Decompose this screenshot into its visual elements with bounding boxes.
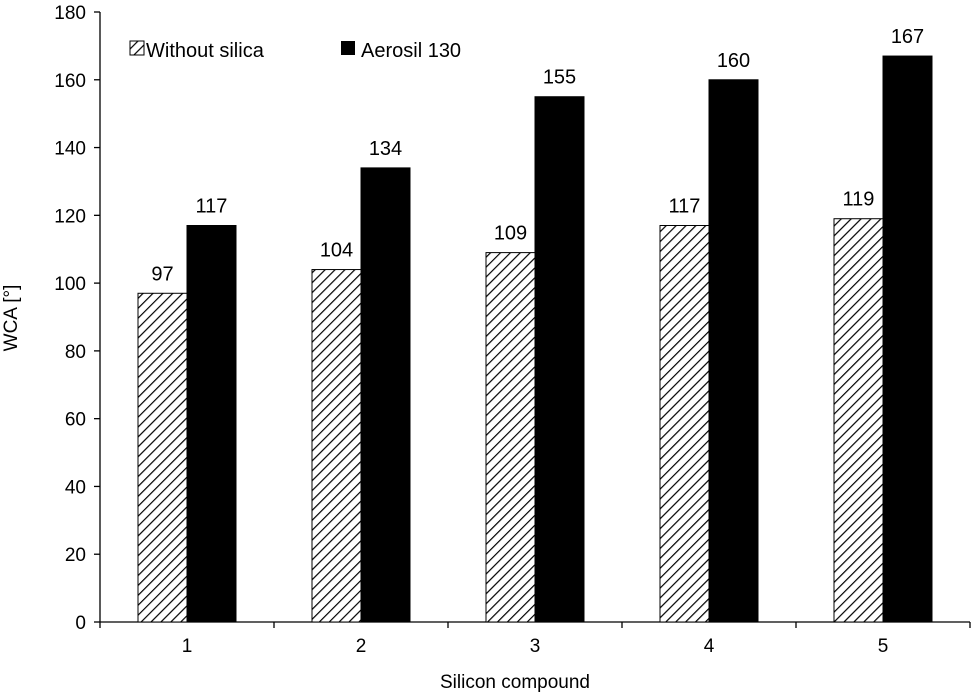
- data-label: 104: [320, 240, 353, 262]
- legend-swatch-aerosil-130: [341, 41, 355, 55]
- bar-without-silica: [485, 252, 536, 623]
- y-axis-title: WCA [°]: [1, 285, 22, 352]
- data-label: 97: [151, 263, 173, 285]
- legend-swatch-without-silica: [129, 40, 145, 56]
- x-tick-label: 1: [182, 636, 193, 657]
- legend-label-without-silica: Without silica: [146, 40, 265, 62]
- y-tick-label: 80: [65, 342, 86, 363]
- data-label: 134: [369, 138, 402, 160]
- x-tick-label: 5: [878, 636, 889, 657]
- bar-aerosil-130: [534, 96, 585, 623]
- data-label: 160: [717, 50, 750, 72]
- y-tick-label: 60: [65, 410, 86, 431]
- y-tick-label: 180: [54, 3, 86, 24]
- y-tick-label: 160: [54, 71, 86, 92]
- bar-without-silica: [137, 292, 188, 623]
- bar-without-silica: [833, 218, 884, 623]
- data-labels: 97 104 109 117 119 117 134 155 160 167: [151, 26, 924, 285]
- y-tick-label: 40: [65, 477, 86, 498]
- y-tick-label: 20: [65, 545, 86, 566]
- bar-aerosil-130: [186, 225, 237, 623]
- y-axis: 0 20 40 60 80 100 120 140 160 180: [54, 3, 101, 634]
- bars: [137, 55, 933, 623]
- data-label: 117: [669, 196, 701, 218]
- x-axis: 1 2 3 4 5: [99, 621, 971, 657]
- bar-aerosil-130: [882, 55, 933, 623]
- y-tick-label: 140: [54, 139, 86, 160]
- data-label: 109: [494, 223, 527, 245]
- y-tick-label: 120: [54, 206, 86, 227]
- x-tick-label: 2: [356, 636, 367, 657]
- data-label: 119: [843, 189, 875, 211]
- bar-without-silica: [311, 269, 362, 623]
- bar-aerosil-130: [708, 79, 759, 623]
- x-tick-label: 3: [530, 636, 541, 657]
- legend-label-aerosil-130: Aerosil 130: [361, 40, 461, 62]
- y-tick-label: 0: [75, 613, 86, 634]
- data-label: 155: [543, 67, 576, 89]
- y-tick-label: 100: [54, 274, 86, 295]
- legend: Without silica Aerosil 130: [129, 40, 461, 62]
- data-label: 117: [196, 196, 228, 218]
- x-axis-title: Silicon compound: [440, 672, 590, 693]
- data-label: 167: [891, 26, 924, 48]
- bar-without-silica: [659, 225, 710, 623]
- x-tick-label: 4: [704, 636, 715, 657]
- bar-aerosil-130: [360, 167, 411, 623]
